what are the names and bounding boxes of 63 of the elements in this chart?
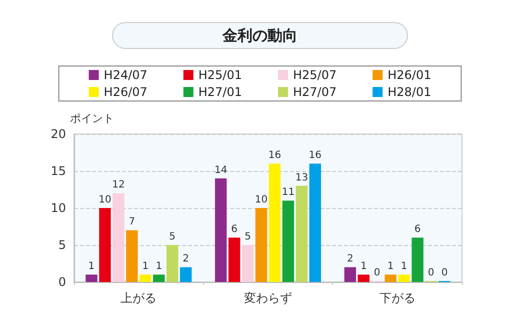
bar: [412, 238, 424, 282]
data-label: 10: [254, 194, 268, 206]
data-label: 16: [308, 150, 322, 162]
bar: [99, 208, 111, 282]
bar: [344, 267, 356, 282]
data-label: 11: [282, 187, 295, 198]
data-label: 1: [88, 261, 95, 272]
x-tick-label: 下がる: [379, 291, 416, 305]
data-label: 0: [441, 268, 448, 278]
data-label: 14: [214, 164, 228, 176]
bar: [358, 274, 370, 282]
data-label: 7: [128, 216, 136, 228]
chart-title: 金利の動向: [222, 26, 298, 44]
bar: [255, 208, 268, 282]
data-label: 12: [112, 180, 125, 191]
bar: [282, 200, 294, 282]
y-tick-label: 15: [50, 164, 66, 178]
bar: [242, 245, 254, 282]
data-label: 1: [142, 261, 149, 272]
data-label: 1: [387, 261, 394, 272]
legend-label: H26/07: [104, 85, 148, 99]
bar: [228, 238, 240, 282]
bar: [126, 230, 138, 282]
bar: [153, 274, 165, 282]
data-label: 1: [360, 261, 367, 272]
legend-label: H24/07: [104, 68, 148, 82]
bar: [214, 178, 227, 282]
y-tick-label: 20: [50, 127, 66, 141]
data-label: 0: [428, 268, 434, 278]
data-label: 6: [231, 224, 238, 236]
data-label: 1: [400, 261, 408, 272]
x-tick-label: 上がる: [120, 291, 157, 305]
x-tick-label: 変わらず: [244, 291, 292, 305]
legend-label: H25/01: [198, 68, 242, 82]
legend-label: H28/01: [388, 85, 432, 99]
bar: [384, 274, 396, 282]
bar: [86, 274, 98, 282]
bar: [268, 164, 281, 282]
bar: [309, 164, 322, 282]
y-tick-label: 5: [58, 238, 66, 252]
y-axis-title: ポイント: [70, 112, 114, 125]
bar: [140, 274, 152, 282]
y-tick-label: 0: [58, 275, 66, 289]
legend-label: H27/07: [293, 85, 337, 99]
bar: [166, 245, 178, 282]
bar: [180, 267, 192, 282]
bar: [112, 193, 124, 282]
data-label: 10: [98, 194, 112, 206]
legend-label: H26/01: [388, 68, 432, 82]
legend-label: H27/01: [198, 85, 242, 99]
data-label: 16: [268, 150, 282, 162]
data-label: 6: [414, 224, 421, 236]
data-label: 5: [169, 232, 176, 242]
data-label: 5: [244, 232, 251, 242]
data-label: 2: [182, 254, 190, 265]
data-label: 13: [295, 172, 308, 184]
bar: [398, 274, 410, 282]
legend-label: H25/07: [293, 68, 337, 82]
bar: [296, 186, 308, 282]
data-label: 2: [346, 254, 354, 265]
data-label: 0: [374, 268, 380, 278]
y-tick-label: 10: [50, 201, 66, 215]
data-label: 1: [156, 261, 162, 272]
